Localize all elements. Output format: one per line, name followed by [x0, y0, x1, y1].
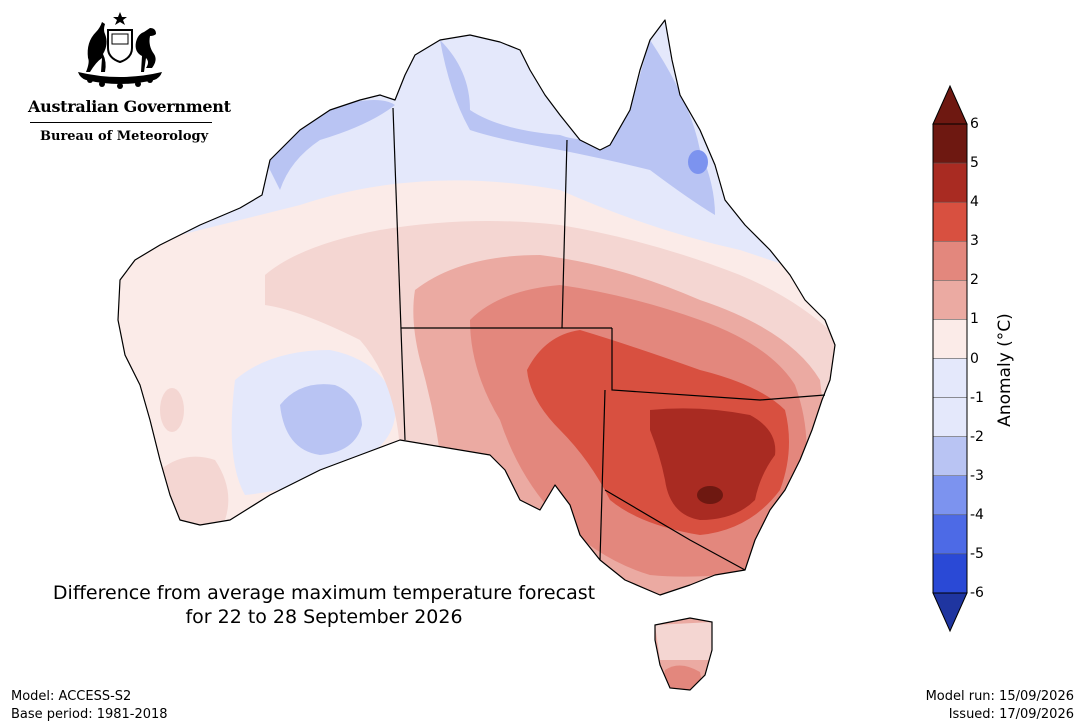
coat-of-arms-icon	[78, 12, 162, 89]
map-band-neg2-north	[440, 40, 715, 215]
issued-date: Issued: 17/09/2026	[948, 707, 1074, 722]
colorbar-segment	[932, 397, 968, 437]
bom-logo: Australian Government Bureau of Meteorol…	[22, 10, 231, 144]
footer-right: Model run: 15/09/2026 Issued: 17/09/2026	[926, 688, 1074, 724]
tasmania-coastline	[654, 617, 713, 691]
colorbar-tick-label: -6	[970, 585, 984, 601]
colorbar-tick-label: 5	[970, 155, 979, 172]
model-name: Model: ACCESS-S2	[11, 689, 132, 704]
map-title-line-1: Difference from average maximum temperat…	[52, 582, 596, 604]
colorbar-tick-label: -3	[970, 467, 984, 484]
model-run: Model run: 15/09/2026	[925, 689, 1074, 704]
colorbar-tick-label: 6	[970, 116, 979, 132]
colorbar-tick-label: -2	[970, 428, 984, 445]
colorbar-tick-label: 2	[970, 272, 979, 289]
map-band-neg3-queensland	[688, 150, 708, 174]
logo-dept-name: Bureau of Meteorology	[40, 129, 209, 144]
map-title-line-2: for 22 to 28 September 2026	[185, 606, 463, 628]
logo-org-name: Australian Government	[28, 97, 231, 116]
colorbar-tick-label: 1	[970, 311, 979, 328]
colorbar-tick-label: 0	[970, 350, 979, 367]
logo-divider	[30, 122, 212, 123]
map-band-6	[697, 486, 723, 504]
colorbar-tick-label: -1	[970, 389, 984, 406]
coastline	[117, 19, 836, 596]
colorbar-segment	[932, 201, 968, 242]
colorbar-segment	[932, 553, 968, 594]
colorbar-tick-label: -5	[970, 545, 984, 562]
state-borders	[392, 107, 826, 571]
colorbar-segment	[932, 319, 968, 359]
colorbar-tick-label: 3	[970, 233, 979, 250]
map-band-5	[650, 408, 776, 520]
colorbar-max-arrow	[932, 84, 968, 125]
colorbar-segment	[932, 514, 968, 555]
footer-left: Model: ACCESS-S2 Base period: 1981-2018	[11, 688, 168, 724]
map-band-neg2-northwest	[265, 100, 395, 190]
colorbar-segment	[932, 241, 968, 281]
colorbar-segment	[932, 475, 968, 516]
map-band-neg2-west	[280, 384, 362, 455]
colorbar-segment	[932, 162, 968, 203]
colorbar-tick-label: 4	[970, 194, 979, 211]
colorbar-segment	[932, 123, 968, 164]
colorbar-segment	[932, 358, 968, 398]
colorbar-segment	[932, 280, 968, 320]
colorbar-label: Anomaly (°C)	[995, 313, 1015, 427]
map-band-tas-1	[655, 622, 712, 660]
map-title: Difference from average maximum temperat…	[10, 581, 638, 629]
base-period: Base period: 1981-2018	[11, 707, 168, 722]
map-band-3-tas	[660, 665, 705, 690]
map-band-1-w	[160, 388, 184, 432]
colorbar-segment	[932, 436, 968, 476]
colorbar-tick-label: -4	[970, 506, 984, 523]
colorbar-min-arrow	[932, 592, 968, 633]
